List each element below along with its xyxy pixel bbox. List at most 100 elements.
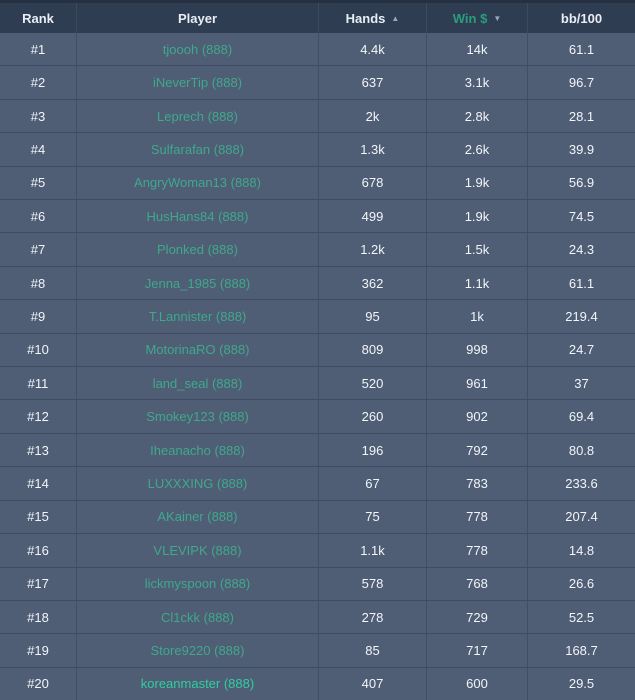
player-link[interactable]: LUXXXING (888) — [147, 475, 248, 491]
bb100-cell: 39.9 — [527, 133, 635, 166]
table-row: #18 Cl1ckk (888) 278 729 52.5 — [0, 600, 635, 635]
header-cell-bb100[interactable]: bb/100 — [527, 3, 635, 33]
win-cell: 2.6k — [426, 133, 527, 166]
player-link[interactable]: koreanmaster (888) — [140, 676, 255, 692]
player-link[interactable]: Cl1ckk (888) — [161, 609, 234, 625]
player-link[interactable]: Leprech (888) — [157, 108, 238, 124]
rank-cell: #14 — [27, 475, 49, 491]
player-cell: VLEVIPK (888) — [76, 534, 318, 567]
player-link[interactable]: iNeverTip (888) — [152, 75, 243, 91]
table-row: #9 T.Lannister (888) 95 1k 219.4 — [0, 300, 635, 334]
player-cell: MotorinaRO (888) — [76, 333, 318, 367]
table-row: #19 Store9220 (888) 85 717 168.7 — [0, 634, 635, 668]
hands-cell: 809 — [318, 333, 426, 367]
bb100-cell: 37 — [527, 367, 635, 400]
hands-cell: 85 — [318, 634, 426, 667]
table-row: #2 iNeverTip (888) 637 3.1k 96.7 — [0, 66, 635, 100]
bb100-cell: 80.8 — [527, 433, 635, 467]
player-link[interactable]: MotorinaRO (888) — [145, 342, 250, 358]
win-cell: 778 — [426, 500, 527, 534]
rank-cell: #2 — [30, 75, 46, 91]
hands-cell: 67 — [318, 467, 426, 500]
rank-cell: #7 — [30, 242, 46, 258]
hands-cell: 362 — [318, 266, 426, 300]
player-link[interactable]: Jenna_1985 (888) — [144, 275, 251, 291]
win-cell: 1k — [426, 300, 527, 333]
player-cell: Leprech (888) — [76, 99, 318, 133]
player-cell: T.Lannister (888) — [76, 300, 318, 333]
win-cell: 961 — [426, 367, 527, 400]
player-link[interactable]: Store9220 (888) — [150, 643, 245, 659]
player-link[interactable]: Plonked (888) — [157, 242, 238, 258]
bb100-cell: 61.1 — [527, 266, 635, 300]
player-cell: Plonked (888) — [76, 233, 318, 266]
table-row: #12 Smokey123 (888) 260 902 69.4 — [0, 400, 635, 434]
player-cell: tjoooh (888) — [76, 33, 318, 66]
hands-cell: 637 — [318, 66, 426, 99]
player-link[interactable]: tjoooh (888) — [162, 41, 233, 57]
table-row: #11 land_seal (888) 520 961 37 — [0, 367, 635, 401]
rank-cell: #3 — [30, 108, 46, 124]
player-cell: Store9220 (888) — [76, 634, 318, 667]
win-cell: 14k — [426, 33, 527, 66]
rank-cell: #17 — [27, 576, 49, 592]
hands-cell: 4.4k — [318, 33, 426, 66]
hands-cell: 95 — [318, 300, 426, 333]
rank-cell: #20 — [27, 676, 49, 692]
header-label-hands: Hands — [345, 10, 386, 26]
table-row: #6 HusHans84 (888) 499 1.9k 74.5 — [0, 200, 635, 234]
win-cell: 902 — [426, 400, 527, 433]
rank-cell: #1 — [30, 41, 46, 57]
player-link[interactable]: AngryWoman13 (888) — [134, 175, 261, 191]
bb100-cell: 168.7 — [527, 634, 635, 667]
bb100-cell: 14.8 — [527, 534, 635, 567]
table-header-row: Rank Player Hands ▲ Win $ ▼ bb/100 — [0, 0, 635, 33]
player-link[interactable]: Smokey123 (888) — [146, 409, 249, 425]
bb100-cell: 69.4 — [527, 400, 635, 433]
hands-cell: 407 — [318, 667, 426, 700]
player-cell: lickmyspoon (888) — [76, 567, 318, 600]
sort-asc-icon: ▲ — [391, 14, 400, 23]
table-row: #7 Plonked (888) 1.2k 1.5k 24.3 — [0, 233, 635, 267]
header-label-bb100: bb/100 — [560, 10, 603, 26]
bb100-cell: 207.4 — [527, 500, 635, 534]
rank-cell: #18 — [27, 609, 49, 625]
win-cell: 3.1k — [426, 66, 527, 99]
player-link[interactable]: VLEVIPK (888) — [153, 542, 242, 558]
player-link[interactable]: HusHans84 (888) — [146, 208, 249, 224]
bb100-cell: 219.4 — [527, 300, 635, 333]
table-row: #15 AKainer (888) 75 778 207.4 — [0, 500, 635, 535]
rank-cell: #10 — [27, 342, 49, 358]
player-cell: Jenna_1985 (888) — [76, 266, 318, 300]
hands-cell: 1.1k — [318, 534, 426, 567]
win-cell: 1.9k — [426, 200, 527, 233]
rank-cell: #8 — [30, 275, 46, 291]
rank-cell: #4 — [30, 141, 46, 157]
header-cell-hands[interactable]: Hands ▲ — [318, 3, 426, 33]
player-cell: Iheanacho (888) — [76, 433, 318, 467]
win-cell: 768 — [426, 567, 527, 600]
table-row: #14 LUXXXING (888) 67 783 233.6 — [0, 467, 635, 501]
player-link[interactable]: Sulfarafan (888) — [150, 141, 245, 157]
table-row: #8 Jenna_1985 (888) 362 1.1k 61.1 — [0, 266, 635, 301]
player-link[interactable]: lickmyspoon (888) — [144, 576, 251, 592]
bb100-cell: 28.1 — [527, 99, 635, 133]
hands-cell: 578 — [318, 567, 426, 600]
table-row: #4 Sulfarafan (888) 1.3k 2.6k 39.9 — [0, 133, 635, 167]
player-link[interactable]: T.Lannister (888) — [148, 308, 247, 324]
header-cell-player[interactable]: Player — [76, 3, 318, 33]
header-label-win: Win $ — [452, 10, 488, 26]
win-cell: 1.9k — [426, 166, 527, 200]
bb100-cell: 29.5 — [527, 667, 635, 700]
header-cell-win[interactable]: Win $ ▼ — [426, 3, 527, 33]
rank-cell: #5 — [30, 175, 46, 191]
player-link[interactable]: land_seal (888) — [152, 375, 243, 391]
bb100-cell: 26.6 — [527, 567, 635, 600]
win-cell: 2.8k — [426, 99, 527, 133]
header-cell-rank[interactable]: Rank — [0, 3, 76, 33]
hands-cell: 260 — [318, 400, 426, 433]
player-link[interactable]: AKainer (888) — [157, 509, 238, 525]
bb100-cell: 56.9 — [527, 166, 635, 200]
player-link[interactable]: Iheanacho (888) — [150, 442, 245, 458]
